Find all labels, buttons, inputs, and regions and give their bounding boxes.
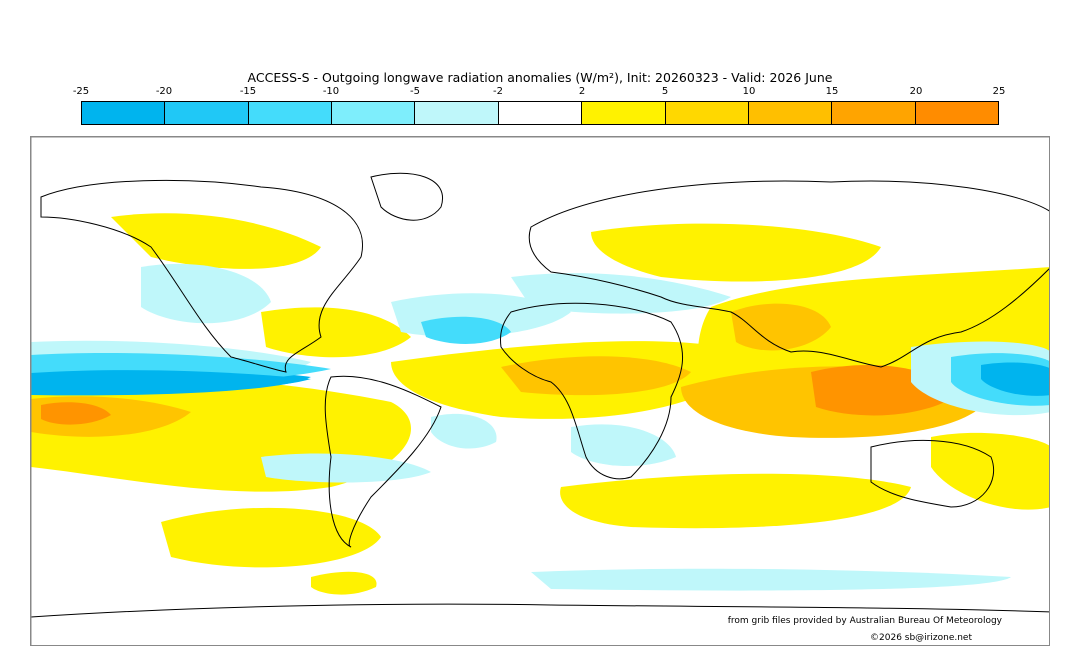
anomaly-region bbox=[501, 356, 691, 396]
colorbar-tick: -20 bbox=[155, 86, 173, 97]
coastline-south-america bbox=[324, 375, 442, 548]
colorbar-cell bbox=[415, 102, 499, 124]
anomaly-region bbox=[431, 413, 497, 449]
anomaly-region bbox=[421, 316, 511, 344]
colorbar-cell bbox=[915, 102, 998, 124]
copyright-credit: ©2026 sb@irizone.net bbox=[870, 633, 972, 643]
anomaly-region bbox=[591, 223, 881, 282]
anomaly-region bbox=[111, 213, 321, 269]
colorbar-tick: 10 bbox=[742, 86, 756, 97]
colorbar-cell bbox=[165, 102, 249, 124]
anomaly-region bbox=[311, 571, 377, 595]
coastline-africa bbox=[500, 302, 684, 480]
anomaly-region bbox=[931, 432, 1049, 510]
world-anomaly-map bbox=[30, 136, 1050, 646]
colorbar-tick: -25 bbox=[72, 86, 90, 97]
colorbar-tick: 20 bbox=[909, 86, 923, 97]
colorbar-tick: 5 bbox=[661, 86, 669, 97]
colorbar-tick: 25 bbox=[992, 86, 1006, 97]
colorbar-cell bbox=[665, 102, 749, 124]
colorbar-cell bbox=[248, 102, 333, 124]
anomaly-region bbox=[571, 424, 676, 467]
anomaly-region bbox=[31, 370, 311, 391]
anomaly-region bbox=[261, 307, 411, 358]
anomaly-region bbox=[981, 362, 1049, 396]
map-svg bbox=[31, 137, 1049, 645]
coastline-greenland bbox=[370, 172, 444, 221]
colorbar bbox=[81, 101, 999, 125]
anomaly-region bbox=[141, 263, 271, 324]
colorbar-tick: -2 bbox=[493, 86, 503, 97]
colorbar-cell bbox=[498, 102, 583, 124]
coastline-australia bbox=[870, 439, 995, 508]
anomaly-region bbox=[261, 453, 431, 483]
anomaly-region bbox=[41, 402, 111, 425]
map-title: ACCESS-S - Outgoing longwave radiation a… bbox=[247, 70, 833, 85]
colorbar-tick: -5 bbox=[410, 86, 420, 97]
colorbar-cell bbox=[582, 102, 666, 124]
colorbar-tick: 2 bbox=[578, 86, 586, 97]
colorbar-cell bbox=[832, 102, 916, 124]
source-credit: from grib files provided by Australian B… bbox=[727, 616, 1002, 626]
colorbar-tick: -10 bbox=[322, 86, 340, 97]
coastline-eurasia bbox=[528, 180, 1049, 368]
colorbar-cell bbox=[332, 102, 416, 124]
colorbar-tick: 15 bbox=[825, 86, 839, 97]
colorbar-cell bbox=[82, 102, 166, 124]
anomaly-region bbox=[560, 473, 911, 529]
coastline-antarctica bbox=[31, 603, 1049, 645]
colorbar-tick: -15 bbox=[239, 86, 257, 97]
anomaly-region bbox=[161, 507, 381, 568]
coastlines bbox=[31, 172, 1049, 645]
colorbar-cell bbox=[748, 102, 833, 124]
strong-negative-anomaly-field bbox=[31, 316, 1049, 406]
anomaly-region bbox=[731, 303, 831, 351]
anomaly-region bbox=[531, 568, 1011, 591]
coastline-north-america bbox=[40, 179, 363, 373]
